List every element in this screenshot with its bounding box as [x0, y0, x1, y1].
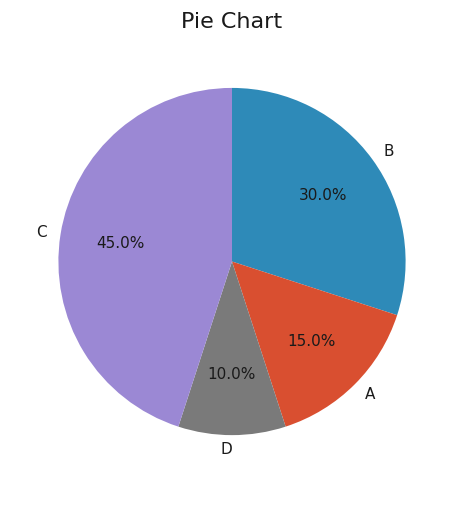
- Wedge shape: [58, 88, 232, 427]
- Text: 10.0%: 10.0%: [207, 367, 256, 382]
- Text: 45.0%: 45.0%: [96, 236, 144, 251]
- Wedge shape: [232, 262, 396, 427]
- Title: Pie Chart: Pie Chart: [181, 12, 282, 32]
- Text: B: B: [383, 144, 394, 159]
- Text: 15.0%: 15.0%: [287, 334, 335, 349]
- Text: C: C: [36, 225, 47, 240]
- Text: A: A: [364, 387, 374, 401]
- Text: 30.0%: 30.0%: [298, 188, 347, 203]
- Wedge shape: [232, 88, 405, 315]
- Wedge shape: [178, 262, 285, 435]
- Text: D: D: [220, 441, 232, 457]
